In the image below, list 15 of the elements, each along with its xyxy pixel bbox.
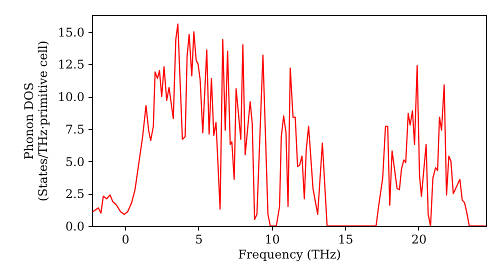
y-tick-label: 7.5 [65, 122, 84, 136]
x-tick-label: 15 [338, 232, 354, 246]
x-axis-title: Frequency (THz) [238, 248, 341, 262]
x-tick-label: 20 [411, 232, 427, 246]
y-tick-label: 0.0 [65, 220, 84, 234]
y-tick-label: 15.0 [58, 25, 84, 40]
x-tick-label: 10 [264, 232, 280, 246]
x-tick-label: 0 [122, 232, 130, 246]
y-axis-title: Phonon DOS (States/THz·primitive cell) [22, 40, 50, 202]
line-series [92, 23, 486, 226]
y-tick-label: 12.5 [58, 58, 84, 72]
y-tick-label: 5.0 [65, 154, 84, 169]
y-tick-label: 2.5 [65, 187, 84, 202]
y-tick-label: 10.0 [58, 90, 84, 104]
x-tick-label: 5 [195, 232, 203, 246]
